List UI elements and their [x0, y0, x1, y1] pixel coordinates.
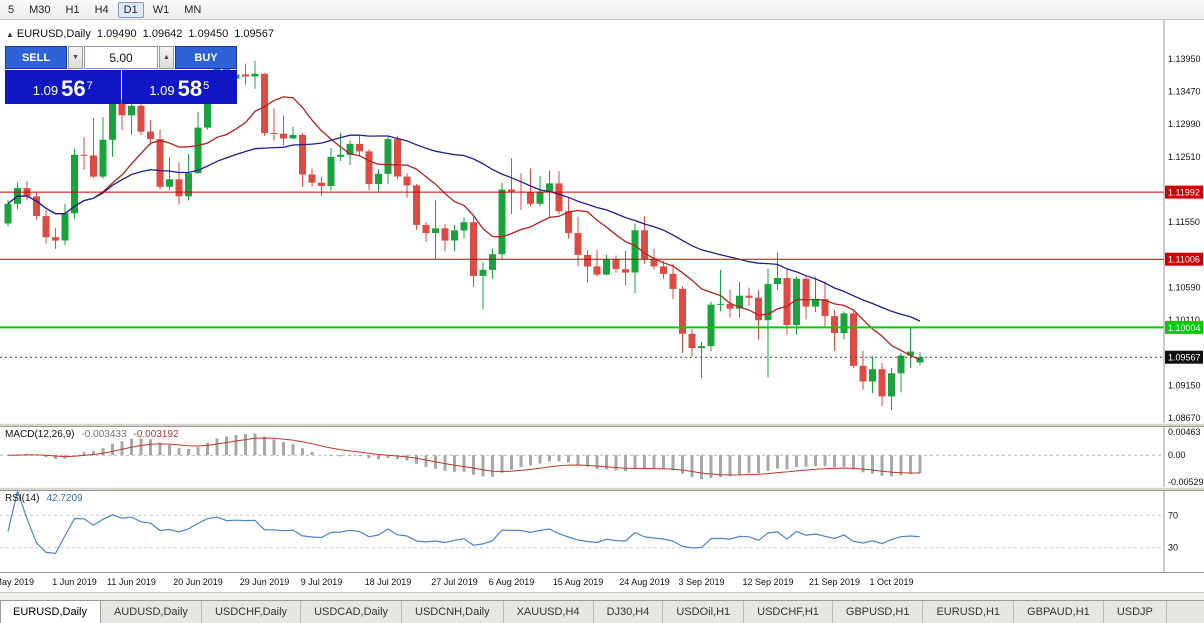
date-axis: 23 May 2019 1 Jun 2019 11 Jun 2019 20 Jun 2…	[0, 572, 1204, 592]
tab-usdoil-h1[interactable]: USDOil,H1	[663, 601, 745, 623]
tab-gbpusd-h1[interactable]: GBPUSD,H1	[832, 601, 924, 623]
rsi-name: RSI(14)	[5, 493, 40, 504]
tab-usdjp[interactable]: USDJP	[1103, 601, 1167, 623]
svg-text:0.00463: 0.00463	[1168, 427, 1201, 437]
svg-text:0.00: 0.00	[1168, 450, 1186, 460]
timeframe-button-mn[interactable]: MN	[178, 2, 207, 18]
ohlc-high: 1.09642	[142, 28, 183, 40]
ohlc-open: 1.09490	[96, 28, 137, 40]
svg-text:30: 30	[1168, 543, 1178, 553]
svg-text:1.08670: 1.08670	[1168, 413, 1201, 423]
tab-gbpaud-h1[interactable]: GBPAUD,H1	[1014, 601, 1104, 623]
date-tick-label: 24 Aug 2019	[619, 577, 670, 587]
symbol-tabbar: EURUSD,Daily AUDUSD,Daily USDCHF,Daily USDC…	[0, 600, 1204, 623]
date-tick-label: 6 Aug 2019	[488, 577, 535, 587]
rsi-label: RSI(14) 42.7209	[5, 493, 83, 504]
tab-xauusd-h4[interactable]: XAUUSD,H4	[503, 601, 594, 623]
sell-price-point: 7	[86, 80, 93, 92]
timeframe-button-h4[interactable]: H4	[89, 2, 115, 18]
svg-text:1.11550: 1.11550	[1168, 217, 1200, 227]
date-tick-label: 3 Sep 2019	[678, 577, 725, 587]
sell-button[interactable]: SELL	[5, 46, 67, 69]
rsi-value: 42.7209	[46, 493, 83, 504]
date-tick-label: 1 Oct 2019	[869, 577, 914, 587]
date-tick-label: 11 Jun 2019	[107, 577, 156, 587]
tab-usdcad-daily[interactable]: USDCAD,Daily	[301, 601, 403, 623]
svg-text:1.10110: 1.10110	[1168, 315, 1200, 325]
date-tick-label: 15 Aug 2019	[552, 577, 604, 587]
tab-usdchf-h1[interactable]: USDCHF,H1	[744, 601, 833, 623]
svg-text:-0.00529: -0.00529	[1168, 477, 1204, 487]
timeframe-button-h1[interactable]: H1	[60, 2, 86, 18]
volume-decrease-button[interactable]: ▼	[68, 46, 83, 69]
tab-dj30-h4[interactable]: DJ30,H4	[593, 601, 664, 623]
buy-button[interactable]: BUY	[175, 46, 237, 69]
chevron-down-icon: ▼	[72, 54, 79, 61]
macd-signal-value: -0.003192	[133, 429, 179, 440]
panel-splitter[interactable]	[0, 423, 1204, 427]
svg-text:1.13950: 1.13950	[1168, 54, 1201, 64]
rsi-indicator-panel: 70 30 RSI(14) 42.7209	[0, 491, 1204, 572]
tab-audusd-daily[interactable]: AUDUSD,Daily	[100, 601, 202, 623]
macd-canvas[interactable]: 0.00463 0.00 -0.00529	[0, 427, 1204, 487]
date-tick-label: 12 Sep 2019	[742, 577, 794, 587]
date-tick-label: 29 Jun 2019	[239, 577, 290, 587]
buy-price-display[interactable]: 1.09 58 5	[121, 70, 237, 104]
volume-increase-button[interactable]: ▲	[159, 46, 174, 69]
ohlc-low: 1.09450	[188, 28, 229, 40]
timeframe-button-d1[interactable]: D1	[117, 1, 144, 18]
timeframe-button-m30[interactable]: M30	[23, 2, 56, 18]
timeframe-button-5[interactable]: 5	[2, 2, 20, 18]
date-tick-label: 18 Jul 2019	[364, 577, 412, 587]
svg-text:1.10590: 1.10590	[1168, 283, 1201, 293]
main-chart-canvas[interactable]: 1.13950 1.13470 1.12990 1.12510 1.11550 1.105…	[0, 20, 1204, 423]
sell-price-pips: 56	[61, 76, 86, 101]
main-chart-panel: 1.13950 1.13470 1.12990 1.12510 1.11550 1.105…	[0, 20, 1204, 423]
sell-price-display[interactable]: 1.09 56 7	[5, 70, 121, 104]
svg-text:1.09567: 1.09567	[1168, 353, 1201, 363]
date-tick-label: 20 Jun 2019	[173, 577, 223, 587]
buy-price-base: 1.09	[149, 83, 175, 98]
svg-text:1.10004: 1.10004	[1168, 323, 1201, 333]
tab-eurusd-daily[interactable]: EURUSD,Daily	[0, 601, 101, 623]
date-tick-label: 23 May 2019	[0, 577, 35, 587]
tab-usdcnh-daily[interactable]: USDCNH,Daily	[402, 601, 504, 623]
volume-input[interactable]	[84, 46, 158, 69]
svg-text:1.12510: 1.12510	[1168, 152, 1201, 162]
chevron-up-icon: ▲	[163, 54, 170, 61]
macd-indicator-panel: 0.00463 0.00 -0.00529 MACD(12,26,9) -0.0034…	[0, 427, 1204, 487]
tab-usdchf-daily[interactable]: USDCHF,Daily	[201, 601, 302, 623]
panel-splitter[interactable]	[0, 487, 1204, 491]
date-tick-label: 27 Jul 2019	[431, 577, 478, 587]
date-tick-label: 1 Jun 2019	[52, 577, 97, 587]
buy-price-pips: 58	[177, 76, 203, 101]
svg-text:1.11992: 1.11992	[1168, 188, 1200, 198]
svg-text:1.13470: 1.13470	[1168, 87, 1201, 97]
sell-price-base: 1.09	[32, 83, 59, 98]
date-tick-label: 21 Sep 2019	[808, 577, 861, 587]
svg-text:1.12990: 1.12990	[1168, 119, 1201, 129]
buy-price-point: 5	[203, 80, 210, 92]
tab-eurusd-h1[interactable]: EURUSD,H1	[923, 601, 1015, 623]
bottom-gap	[0, 592, 1204, 600]
svg-text:1.09150: 1.09150	[1168, 381, 1201, 391]
timeframe-toolbar: 5 M30 H1 H4 D1 W1 MN	[0, 0, 1204, 20]
collapse-icon[interactable]: ▲	[6, 30, 14, 39]
macd-name: MACD(12,26,9)	[5, 429, 75, 440]
rsi-canvas[interactable]: 70 30	[0, 491, 1204, 572]
svg-text:70: 70	[1168, 510, 1178, 520]
chart-ohlc-title: ▲ EURUSD,Daily 1.09490 1.09642 1.09450 1.0956…	[6, 28, 280, 40]
ohlc-close: 1.09567	[234, 28, 274, 40]
chart-symbol-period: EURUSD,Daily	[16, 28, 91, 40]
date-tick-label: 9 Jul 2019	[300, 577, 343, 587]
timeframe-button-w1[interactable]: W1	[147, 2, 176, 18]
svg-text:1.11006: 1.11006	[1168, 255, 1200, 265]
macd-main-value: -0.003433	[81, 429, 127, 440]
macd-label: MACD(12,26,9) -0.003433 -0.003192	[5, 429, 179, 440]
